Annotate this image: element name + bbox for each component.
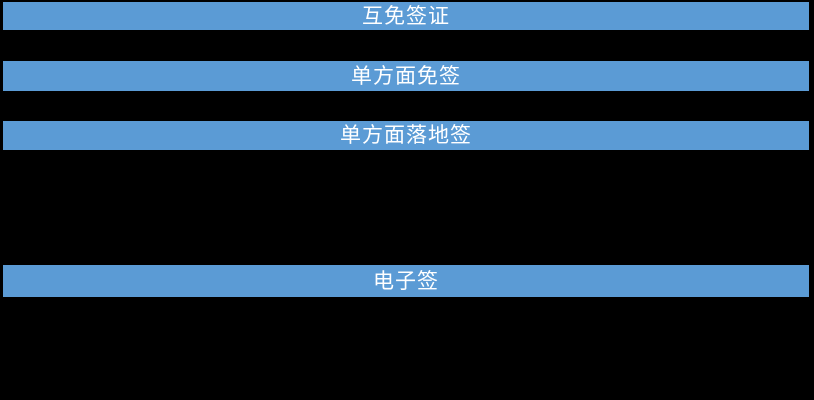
section-body-unilateral-visa-exemption [0, 91, 814, 121]
section-header-label: 互免签证 [362, 3, 450, 28]
section-header-label: 单方面落地签 [340, 123, 472, 147]
section-body-mutual-visa-exemption [0, 30, 814, 61]
section-body-unilateral-visa-on-arrival [0, 150, 814, 265]
section-header-mutual-visa-exemption: 互免签证 [3, 2, 809, 30]
section-header-label: 电子签 [373, 268, 439, 293]
section-header-label: 单方面免签 [351, 63, 461, 88]
section-header-unilateral-visa-exemption: 单方面免签 [3, 61, 809, 91]
section-body-electronic-visa [0, 297, 814, 400]
section-header-electronic-visa: 电子签 [3, 265, 809, 297]
section-header-unilateral-visa-on-arrival: 单方面落地签 [3, 121, 809, 150]
